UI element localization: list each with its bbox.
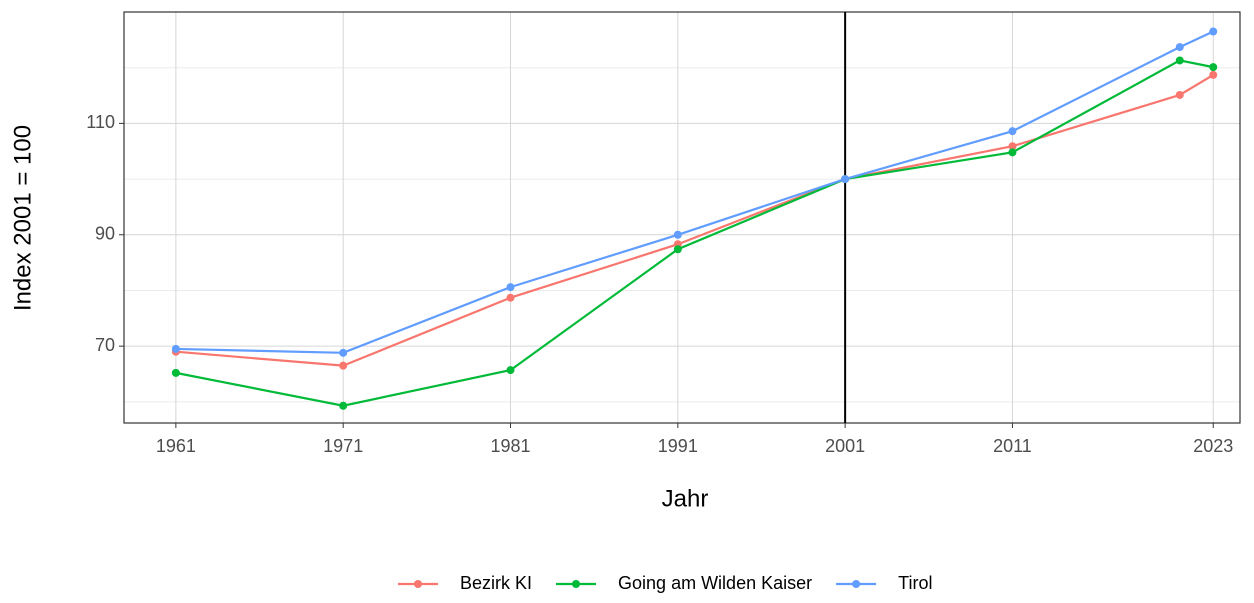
point [506,283,515,292]
series-line [175,30,1214,354]
x-tick-label: 1981 [490,436,530,456]
point [1008,127,1017,136]
panel-border [123,11,1241,424]
legend-label: Tirol [898,573,932,593]
y-tick-label: 70 [95,335,115,355]
y-tick-label: 110 [86,112,115,132]
legend-label: Going am Wilden Kaiser [618,573,812,593]
point [1175,56,1184,65]
point [1008,148,1017,157]
legend-key-point [852,580,861,588]
legend-label: Bezirk KI [460,573,532,593]
point [1175,43,1184,52]
point [339,348,348,357]
point [506,366,515,375]
point [673,230,682,239]
point [506,293,515,302]
y-tick-label: 90 [95,224,115,244]
point [841,175,850,184]
x-tick-label: 2011 [993,436,1032,456]
x-tick-label: 2023 [1193,436,1233,456]
point [673,245,682,254]
point [1209,27,1218,36]
point [1008,142,1017,151]
x-tick-label: 1961 [156,436,196,456]
x-tick-label: 1991 [658,436,698,456]
y-axis-label: Index 2001 = 100 [9,125,36,311]
series-line [175,73,1214,367]
legend-key-point [572,580,581,588]
point [1209,63,1218,72]
series-line [175,59,1214,407]
point [339,361,348,370]
point [171,344,180,353]
point [1175,90,1184,99]
legend-key-point [414,580,422,588]
point [339,401,348,410]
x-axis-label: Jahr [662,485,709,512]
point [171,368,180,377]
point [1209,70,1218,79]
x-tick-label: 2001 [825,436,865,456]
x-tick-label: 1971 [323,436,363,456]
